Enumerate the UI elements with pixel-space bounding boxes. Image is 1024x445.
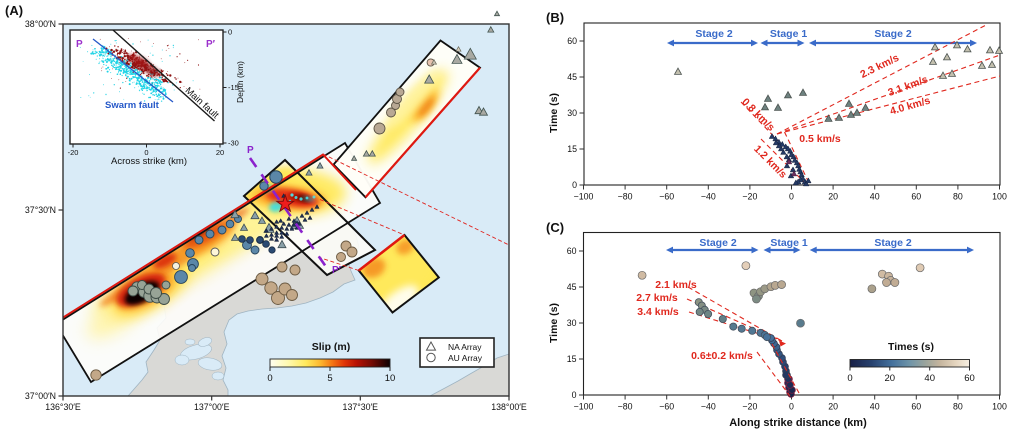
svg-text:137°00′E: 137°00′E (194, 402, 230, 412)
svg-text:10: 10 (385, 373, 396, 384)
svg-text:38°00′N: 38°00′N (25, 19, 56, 29)
svg-text:0.6±0.2 km/s: 0.6±0.2 km/s (691, 350, 753, 362)
svg-text:37°00′N: 37°00′N (25, 391, 56, 401)
svg-text:Stage 1: Stage 1 (770, 237, 808, 249)
svg-text:−100: −100 (574, 402, 594, 412)
svg-text:Slip (m): Slip (m) (312, 341, 351, 353)
svg-text:−60: −60 (659, 192, 674, 202)
svg-text:Time (s): Time (s) (548, 93, 560, 133)
svg-text:0: 0 (572, 390, 577, 400)
svg-text:0: 0 (572, 180, 577, 190)
svg-text:5: 5 (327, 373, 332, 384)
svg-text:40: 40 (924, 373, 935, 384)
svg-text:Along strike distance (km): Along strike distance (km) (729, 417, 867, 429)
svg-text:20: 20 (216, 148, 224, 157)
svg-text:−100: −100 (574, 192, 594, 202)
svg-text:137°30′E: 137°30′E (343, 402, 379, 412)
svg-text:−20: −20 (742, 192, 757, 202)
svg-text:(B): (B) (546, 10, 564, 25)
svg-text:0: 0 (847, 373, 852, 384)
svg-text:Depth (km): Depth (km) (235, 61, 245, 103)
svg-text:100: 100 (992, 402, 1007, 412)
svg-text:P: P (247, 145, 254, 156)
svg-text:20: 20 (828, 192, 838, 202)
svg-text:30: 30 (567, 108, 577, 118)
svg-text:80: 80 (953, 192, 963, 202)
svg-text:45: 45 (567, 72, 577, 82)
svg-text:P: P (76, 39, 83, 50)
svg-text:60: 60 (911, 192, 921, 202)
svg-text:80: 80 (953, 402, 963, 412)
svg-text:−80: −80 (618, 402, 633, 412)
svg-text:20: 20 (885, 373, 896, 384)
svg-text:37°30′N: 37°30′N (25, 205, 56, 215)
svg-text:−60: −60 (659, 402, 674, 412)
svg-text:−20: −20 (742, 402, 757, 412)
svg-text:60: 60 (964, 373, 975, 384)
svg-text:Time (s): Time (s) (548, 303, 560, 343)
svg-text:0: 0 (228, 28, 232, 37)
svg-text:20: 20 (828, 402, 838, 412)
svg-text:Swarm fault: Swarm fault (105, 100, 160, 111)
svg-text:138°00′E: 138°00′E (491, 402, 527, 412)
svg-text:136°30′E: 136°30′E (45, 402, 81, 412)
svg-text:-30: -30 (228, 139, 239, 148)
svg-text:−40: −40 (701, 402, 716, 412)
svg-text:Stage 1: Stage 1 (770, 28, 808, 40)
svg-text:40: 40 (870, 402, 880, 412)
svg-text:P′: P′ (332, 265, 342, 276)
svg-text:40: 40 (870, 192, 880, 202)
svg-text:60: 60 (567, 246, 577, 256)
svg-text:Stage 2: Stage 2 (874, 28, 912, 40)
svg-text:30: 30 (567, 318, 577, 328)
svg-text:2.1 km/s: 2.1 km/s (655, 279, 697, 291)
svg-text:15: 15 (567, 354, 577, 364)
svg-text:15: 15 (567, 144, 577, 154)
svg-text:60: 60 (567, 36, 577, 46)
svg-text:0: 0 (789, 402, 794, 412)
svg-text:Across strike (km): Across strike (km) (111, 156, 187, 167)
svg-text:-20: -20 (68, 148, 79, 157)
svg-text:0: 0 (144, 148, 148, 157)
svg-text:100: 100 (992, 192, 1007, 202)
svg-text:Stage 2: Stage 2 (699, 237, 737, 249)
svg-text:3.4 km/s: 3.4 km/s (637, 306, 679, 318)
svg-text:(C): (C) (546, 220, 564, 235)
svg-text:2.7 km/s: 2.7 km/s (636, 292, 678, 304)
svg-text:−40: −40 (701, 192, 716, 202)
svg-text:-15: -15 (228, 83, 239, 92)
svg-text:(A): (A) (5, 3, 23, 18)
svg-text:−80: −80 (618, 192, 633, 202)
svg-text:Times (s): Times (s) (888, 341, 934, 353)
svg-text:Stage 2: Stage 2 (695, 28, 733, 40)
svg-text:60: 60 (911, 402, 921, 412)
svg-text:P′: P′ (206, 39, 216, 50)
svg-text:0: 0 (267, 373, 272, 384)
svg-text:0: 0 (789, 192, 794, 202)
svg-text:NA Array: NA Array (448, 342, 482, 352)
svg-text:45: 45 (567, 282, 577, 292)
svg-text:0.5 km/s: 0.5 km/s (799, 133, 841, 145)
svg-text:AU Array: AU Array (448, 353, 483, 363)
svg-text:Stage 2: Stage 2 (874, 237, 912, 249)
